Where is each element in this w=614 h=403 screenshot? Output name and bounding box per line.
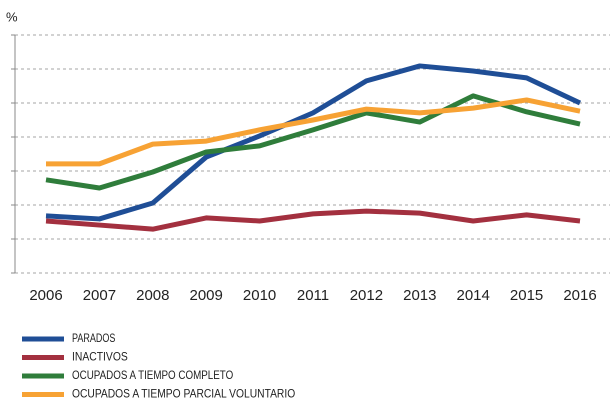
x-tick-label: 2008 bbox=[136, 287, 169, 304]
legend-label: INACTIVOS bbox=[72, 350, 128, 364]
x-tick-label: 2007 bbox=[83, 287, 116, 304]
x-tick-label: 2016 bbox=[563, 287, 596, 304]
x-tick-label: 2015 bbox=[510, 287, 543, 304]
series-line bbox=[45, 208, 581, 232]
y-axis-label: % bbox=[6, 9, 18, 24]
legend-label: PARADOS bbox=[72, 331, 115, 345]
x-tick-label: 2014 bbox=[457, 287, 490, 304]
x-tick-label: 2010 bbox=[243, 287, 276, 304]
x-tick-label: 2012 bbox=[350, 287, 383, 304]
legend-label: OCUPADOS A TIEMPO PARCIAL VOLUNTARIO bbox=[72, 387, 295, 401]
series-line bbox=[45, 93, 581, 191]
legend-label: OCUPADOS A TIEMPO COMPLETO bbox=[72, 368, 233, 382]
x-tick-label: 2013 bbox=[403, 287, 436, 304]
series-line bbox=[46, 97, 581, 167]
x-tick-label: 2006 bbox=[29, 287, 62, 304]
x-tick-label: 2009 bbox=[190, 287, 223, 304]
x-tick-label: 2011 bbox=[297, 287, 329, 304]
series-line bbox=[45, 63, 582, 222]
